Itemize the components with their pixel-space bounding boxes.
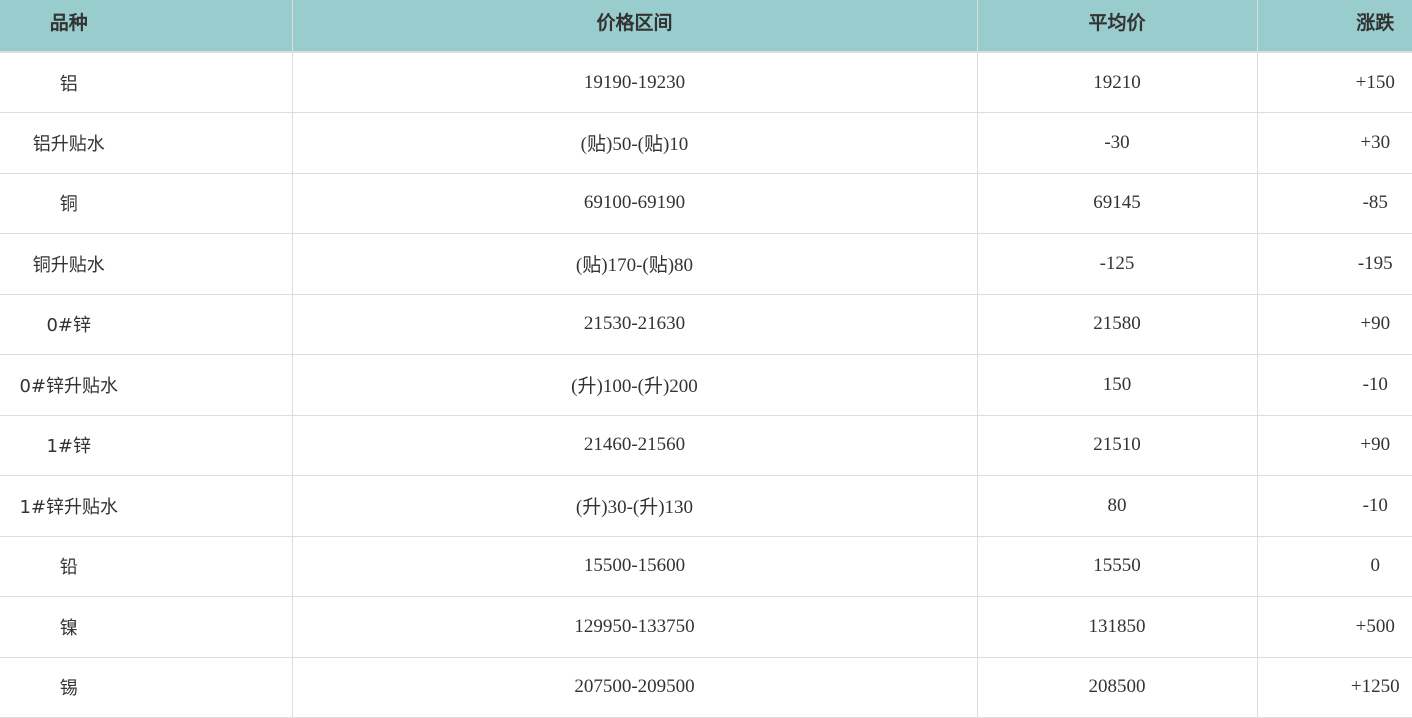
- range-cell: 15500-15600: [292, 536, 978, 597]
- avg-cell: 208500: [977, 657, 1258, 718]
- range-cell: (贴)50-(贴)10: [292, 112, 978, 174]
- variety-cell: 1#锌: [0, 415, 293, 476]
- variety-cell: 镍: [0, 596, 293, 658]
- header-range: 价格区间: [292, 0, 978, 53]
- range-cell: (贴)170-(贴)80: [292, 233, 978, 295]
- variety-cell: 铝: [0, 52, 293, 113]
- table-header-row: 品种 价格区间 平均价 涨跌: [0, 0, 1412, 53]
- range-cell: 129950-133750: [292, 596, 978, 658]
- variety-cell: 铜: [0, 173, 293, 234]
- range-cell: 69100-69190: [292, 173, 978, 234]
- avg-cell: 80: [977, 475, 1258, 537]
- change-cell: +1250: [1257, 657, 1412, 718]
- range-cell: 19190-19230: [292, 52, 978, 113]
- range-cell: 21460-21560: [292, 415, 978, 476]
- avg-cell: 15550: [977, 536, 1258, 597]
- change-cell: 0: [1257, 536, 1412, 597]
- change-cell: -10: [1257, 475, 1412, 537]
- table-row: 1#锌升贴水 (升)30-(升)130 80 -10: [0, 475, 1412, 537]
- change-cell: +30: [1257, 112, 1412, 174]
- change-cell: +150: [1257, 52, 1412, 113]
- table-row: 铜 69100-69190 69145 -85: [0, 173, 1412, 234]
- header-change: 涨跌: [1257, 0, 1412, 53]
- variety-cell: 铅: [0, 536, 293, 597]
- variety-cell: 0#锌: [0, 294, 293, 355]
- avg-cell: 150: [977, 354, 1258, 416]
- range-cell: 21530-21630: [292, 294, 978, 355]
- avg-cell: 69145: [977, 173, 1258, 234]
- change-cell: +90: [1257, 415, 1412, 476]
- change-cell: -85: [1257, 173, 1412, 234]
- table-row: 0#锌升贴水 (升)100-(升)200 150 -10: [0, 354, 1412, 416]
- table-row: 镍 129950-133750 131850 +500: [0, 596, 1412, 658]
- avg-cell: -125: [977, 233, 1258, 295]
- avg-cell: 19210: [977, 52, 1258, 113]
- table-row: 0#锌 21530-21630 21580 +90: [0, 294, 1412, 355]
- table-row: 1#锌 21460-21560 21510 +90: [0, 415, 1412, 476]
- table-row: 铅 15500-15600 15550 0: [0, 536, 1412, 597]
- header-variety: 品种: [0, 0, 293, 53]
- avg-cell: 21580: [977, 294, 1258, 355]
- variety-cell: 1#锌升贴水: [0, 475, 293, 537]
- variety-cell: 0#锌升贴水: [0, 354, 293, 416]
- table-row: 铝升贴水 (贴)50-(贴)10 -30 +30: [0, 112, 1412, 174]
- change-cell: +500: [1257, 596, 1412, 658]
- change-cell: +90: [1257, 294, 1412, 355]
- variety-cell: 铝升贴水: [0, 112, 293, 174]
- change-cell: -195: [1257, 233, 1412, 295]
- range-cell: (升)30-(升)130: [292, 475, 978, 537]
- variety-cell: 锡: [0, 657, 293, 718]
- table-row: 铝 19190-19230 19210 +150: [0, 52, 1412, 113]
- table-row: 锡 207500-209500 208500 +1250: [0, 657, 1412, 718]
- variety-cell: 铜升贴水: [0, 233, 293, 295]
- avg-cell: 131850: [977, 596, 1258, 658]
- header-avg: 平均价: [977, 0, 1258, 53]
- avg-cell: 21510: [977, 415, 1258, 476]
- table-row: 铜升贴水 (贴)170-(贴)80 -125 -195: [0, 233, 1412, 295]
- range-cell: (升)100-(升)200: [292, 354, 978, 416]
- avg-cell: -30: [977, 112, 1258, 174]
- range-cell: 207500-209500: [292, 657, 978, 718]
- change-cell: -10: [1257, 354, 1412, 416]
